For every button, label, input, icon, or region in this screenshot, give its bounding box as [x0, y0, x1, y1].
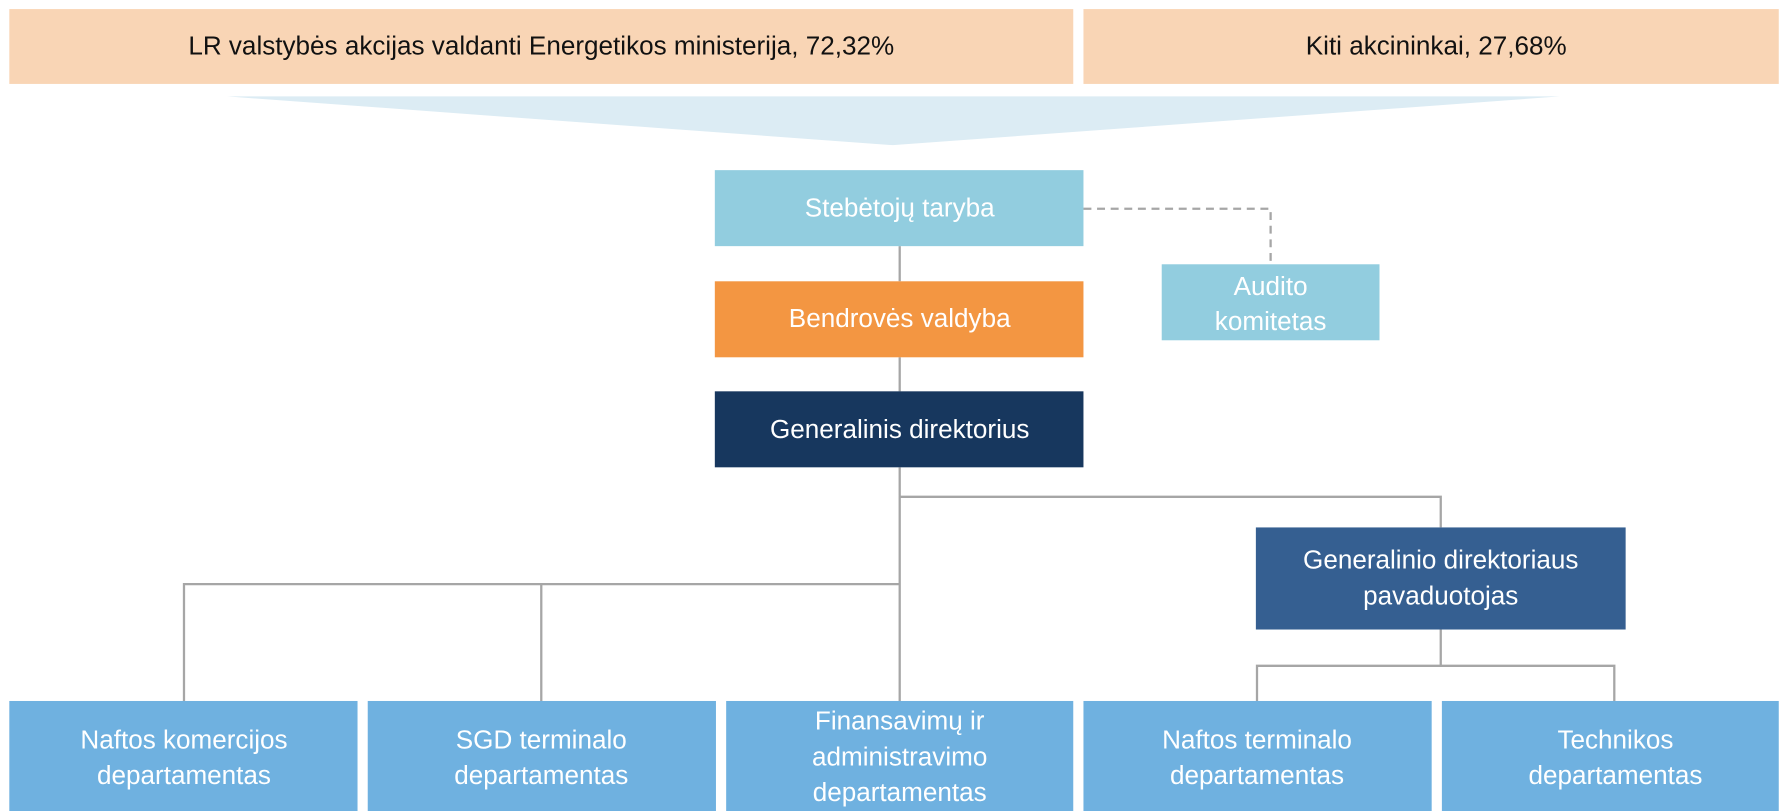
- node-label: Stebėtojų taryba: [805, 193, 995, 223]
- node-box: [1441, 700, 1779, 811]
- node-box: [1255, 527, 1626, 630]
- node-label: departamentas: [813, 777, 987, 807]
- node-box: [1161, 264, 1380, 341]
- shareholder-box: [1083, 9, 1779, 84]
- node-label: Naftos komercijos: [80, 725, 287, 755]
- node-box: [714, 170, 1084, 247]
- node-label: Generalinis direktorius: [770, 414, 1029, 444]
- funnel: [227, 96, 1560, 146]
- connector: [182, 246, 1616, 701]
- node-box: [726, 700, 1074, 811]
- node-label: Generalinio direktoriaus: [1303, 544, 1578, 574]
- node-label: Naftos terminalo: [1162, 725, 1352, 755]
- node-label: Technikos: [1557, 725, 1673, 755]
- node-label: SGD terminalo: [456, 725, 627, 755]
- node-label: departamentas: [97, 760, 271, 790]
- dashed-connector: [1083, 207, 1272, 265]
- node-label: Audito: [1234, 271, 1308, 301]
- shareholder-label: Kiti akcininkai, 27,68%: [1306, 31, 1567, 61]
- node-label: departamentas: [1170, 760, 1344, 790]
- shareholder-label: LR valstybės akcijas valdanti Energetiko…: [188, 31, 894, 61]
- node-label: Bendrovės valdyba: [789, 303, 1011, 333]
- node-box: [714, 281, 1084, 358]
- node-box: [1083, 700, 1432, 811]
- node-box: [9, 700, 358, 811]
- shareholder-box: [9, 9, 1074, 84]
- node-box: [367, 700, 716, 811]
- node-label: komitetas: [1215, 306, 1327, 336]
- node-box: [714, 391, 1084, 468]
- node-label: pavaduotojas: [1363, 581, 1518, 611]
- node-label: Finansavimų ir: [815, 705, 985, 735]
- node-label: administravimo: [812, 742, 987, 772]
- node-label: departamentas: [454, 760, 628, 790]
- node-label: departamentas: [1528, 760, 1702, 790]
